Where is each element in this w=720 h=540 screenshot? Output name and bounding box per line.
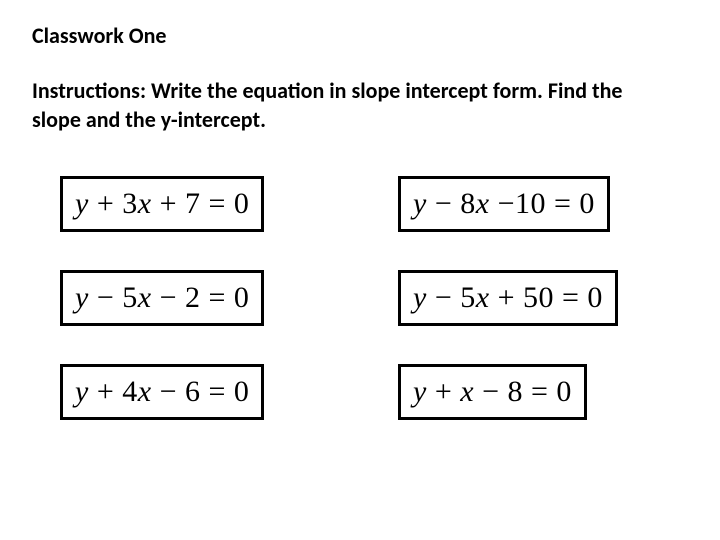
eq-eq: =: [531, 375, 556, 408]
eq-var-x: x: [138, 281, 152, 314]
equation-cell: y − 5x − 2 = 0: [60, 270, 340, 326]
eq-rhs: 0: [234, 187, 250, 220]
equation-cell: y + 4x − 6 = 0: [60, 364, 340, 420]
eq-const: 50: [523, 281, 554, 314]
eq-var-y: y: [413, 375, 427, 408]
eq-var-y: y: [413, 281, 427, 314]
eq-var-x: x: [476, 187, 490, 220]
eq-var-x: x: [476, 281, 490, 314]
eq-sp3: [177, 187, 185, 220]
eq-var-y: y: [75, 281, 89, 314]
equations-grid: y + 3x + 7 = 0 y − 8x −10 = 0 y − 5x − 2…: [32, 176, 688, 420]
eq-var-x: x: [138, 187, 152, 220]
eq-rhs: 0: [234, 375, 250, 408]
eq-const: 7: [185, 187, 201, 220]
eq-coef: 3: [122, 187, 138, 220]
eq-coef: 5: [122, 281, 138, 314]
eq-eq: =: [209, 187, 234, 220]
eq-var-y: y: [75, 187, 89, 220]
equation-cell: y − 5x + 50 = 0: [398, 270, 678, 326]
equation-box: y + x − 8 = 0: [398, 364, 587, 420]
eq-op1: −: [97, 281, 114, 314]
eq-sp3: [515, 281, 523, 314]
eq-const: 6: [185, 375, 201, 408]
eq-op1: +: [97, 375, 114, 408]
eq-rhs: 0: [234, 281, 250, 314]
eq-op1: −: [435, 281, 452, 314]
eq-op2: −: [482, 375, 499, 408]
eq-coef: 8: [460, 187, 476, 220]
eq-coef: 5: [460, 281, 476, 314]
equation-cell: y − 8x −10 = 0: [398, 176, 678, 232]
instructions-text: Instructions: Write the equation in slop…: [32, 77, 672, 134]
eq-const: 8: [508, 375, 524, 408]
equation-box: y + 4x − 6 = 0: [60, 364, 264, 420]
eq-eq: =: [209, 281, 234, 314]
eq-eq: =: [554, 187, 579, 220]
eq-var-y: y: [75, 375, 89, 408]
eq-op2: −: [498, 187, 515, 220]
page-title: Classwork One: [32, 22, 688, 49]
eq-var-x: x: [460, 375, 474, 408]
eq-op1: +: [97, 187, 114, 220]
eq-op1: +: [435, 375, 452, 408]
eq-sp3: [177, 281, 185, 314]
eq-eq: =: [209, 375, 234, 408]
equation-box: y + 3x + 7 = 0: [60, 176, 264, 232]
eq-sp3: [177, 375, 185, 408]
eq-rhs: 0: [556, 375, 572, 408]
eq-const: 2: [185, 281, 201, 314]
eq-op2: −: [160, 281, 177, 314]
eq-coef: 4: [122, 375, 138, 408]
eq-op1: −: [435, 187, 452, 220]
eq-sp3: [500, 375, 508, 408]
eq-rhs: 0: [587, 281, 603, 314]
eq-const: 10: [515, 187, 546, 220]
eq-var-x: x: [138, 375, 152, 408]
eq-op2: +: [498, 281, 515, 314]
equation-cell: y + x − 8 = 0: [398, 364, 678, 420]
eq-op2: +: [160, 187, 177, 220]
eq-rhs: 0: [579, 187, 595, 220]
eq-var-y: y: [413, 187, 427, 220]
equation-cell: y + 3x + 7 = 0: [60, 176, 340, 232]
equation-box: y − 8x −10 = 0: [398, 176, 610, 232]
eq-op2: −: [160, 375, 177, 408]
equation-box: y − 5x + 50 = 0: [398, 270, 618, 326]
eq-eq: =: [562, 281, 587, 314]
equation-box: y − 5x − 2 = 0: [60, 270, 264, 326]
